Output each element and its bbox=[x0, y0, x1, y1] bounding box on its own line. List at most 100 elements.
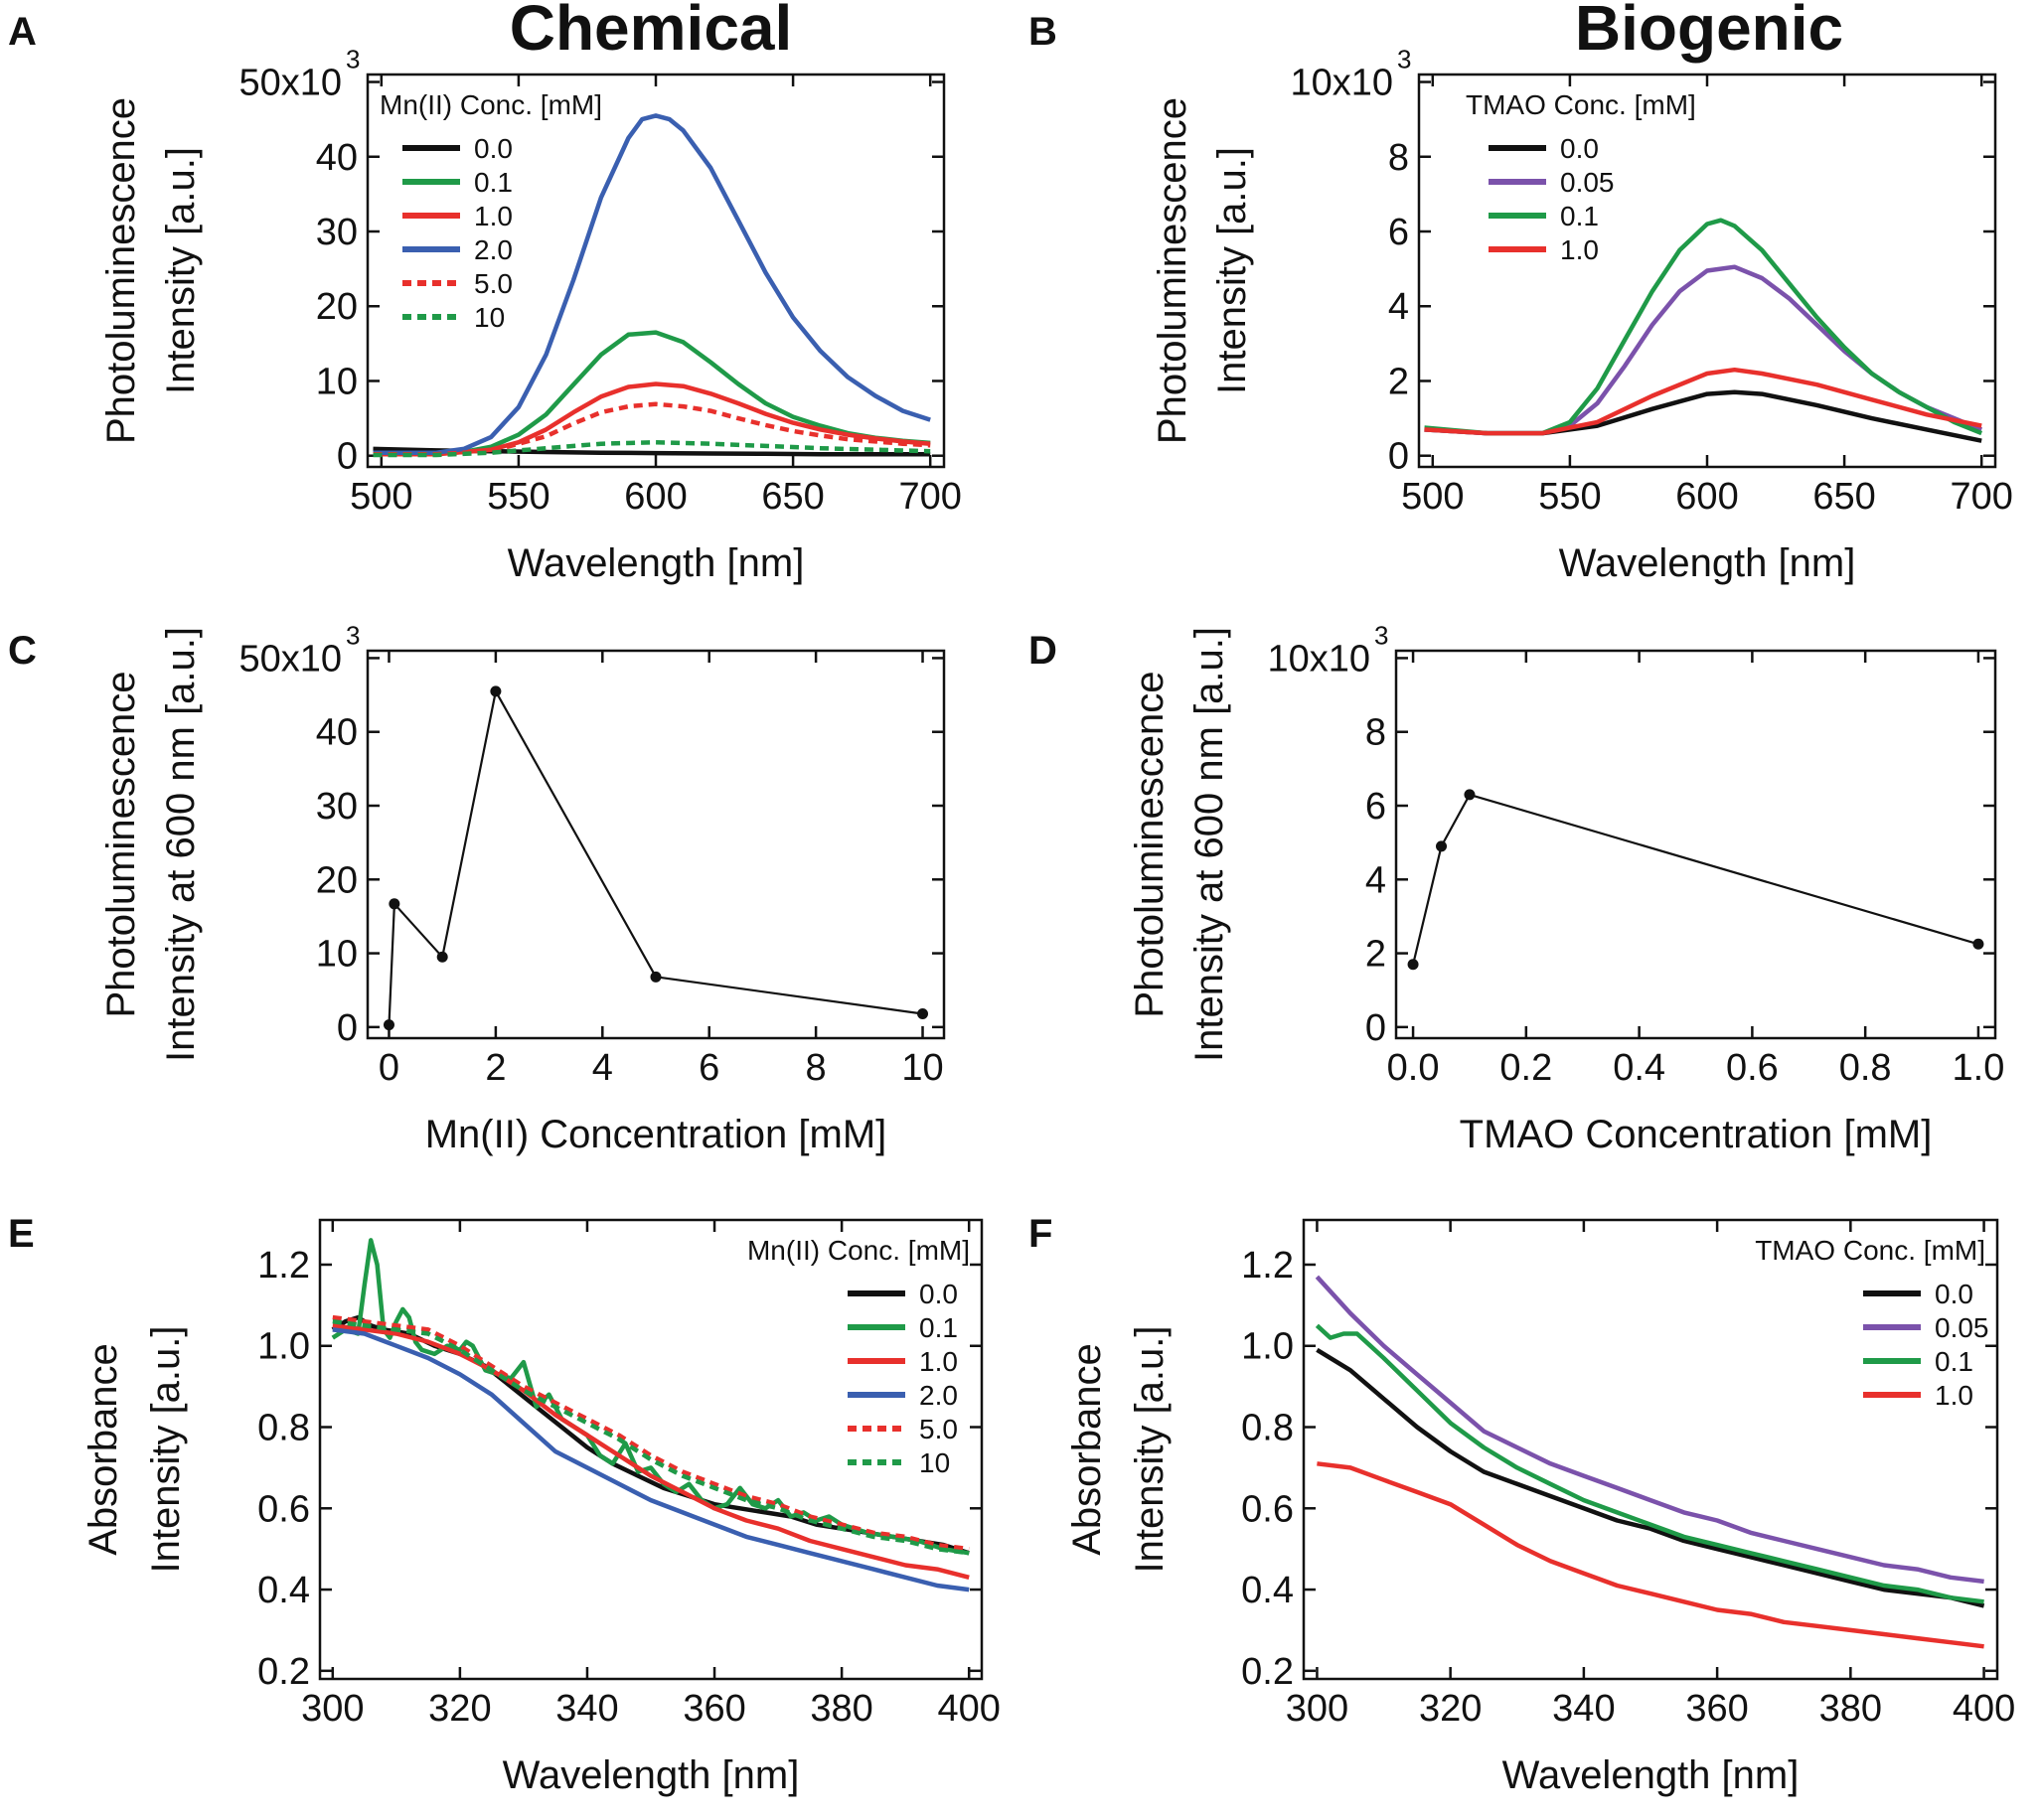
y-tick-label-b: 6 bbox=[1388, 212, 1409, 253]
legend-label-f-0-1: 0.1 bbox=[1935, 1346, 1973, 1377]
x-tick-label-c: 4 bbox=[592, 1047, 613, 1089]
legend-label-b-0-05: 0.05 bbox=[1560, 167, 1615, 198]
y-axis-label-e-line-2: Intensity [a.u.] bbox=[144, 1325, 188, 1573]
y-tick-label-b: 10x10 bbox=[1290, 63, 1393, 104]
y-tick-label-a: 30 bbox=[316, 212, 358, 253]
y-tick-label-e: 0.4 bbox=[257, 1570, 310, 1611]
y-tick-label-e: 1.0 bbox=[257, 1326, 310, 1368]
x-tick-label-f: 400 bbox=[1953, 1688, 2015, 1730]
y-tick-label-a: 0 bbox=[337, 436, 358, 478]
y-tick-label-f: 0.2 bbox=[1241, 1651, 1294, 1693]
x-tick-label-e: 320 bbox=[428, 1688, 491, 1730]
legend-label-e-0-0: 0.0 bbox=[919, 1279, 958, 1309]
x-tick-label-b: 500 bbox=[1401, 476, 1464, 518]
legend-title-b: TMAO Conc. [mM] bbox=[1466, 89, 1696, 120]
x-tick-label-a: 650 bbox=[761, 476, 824, 518]
series-line-a-2-0 bbox=[373, 113, 931, 455]
x-tick-label-b: 550 bbox=[1538, 476, 1601, 518]
x-tick-label-e: 360 bbox=[683, 1688, 745, 1730]
series-line-e-1-0 bbox=[332, 1323, 970, 1580]
y-tick-label-f: 0.8 bbox=[1241, 1408, 1294, 1449]
data-point-c bbox=[436, 951, 448, 963]
series-line-f-0-1 bbox=[1315, 1323, 1984, 1604]
y-tick-label-b: 8 bbox=[1388, 137, 1409, 179]
plot-area-b bbox=[1424, 218, 1983, 443]
x-tick-label-d: 0.8 bbox=[1839, 1047, 1892, 1089]
series-line-a-5-0 bbox=[373, 401, 931, 457]
x-tick-label-e: 380 bbox=[810, 1688, 872, 1730]
legend-label-b-0-0: 0.0 bbox=[1560, 133, 1599, 164]
legend-label-e-10: 10 bbox=[919, 1447, 950, 1478]
y-tick-label-c: 20 bbox=[316, 859, 358, 901]
plot-area-e bbox=[331, 1238, 970, 1592]
y-tick-label-e: 0.8 bbox=[257, 1408, 310, 1449]
data-point-c bbox=[650, 971, 662, 983]
y-axis-label-f-line-2: Intensity [a.u.] bbox=[1128, 1325, 1172, 1573]
plot-frame-e bbox=[318, 1218, 984, 1681]
y-axis-label-c-line-1: Photoluminescence bbox=[99, 671, 143, 1017]
y-tick-label-e: 0.2 bbox=[257, 1651, 310, 1693]
y-tick-label-a: 10 bbox=[316, 361, 358, 402]
y-tick-label-c: 50x10 bbox=[238, 638, 342, 680]
x-tick-label-c: 2 bbox=[485, 1047, 506, 1089]
plot-area-c bbox=[388, 689, 923, 1025]
x-axis-label-c: Mn(II) Concentration [mM] bbox=[425, 1113, 887, 1156]
x-tick-label-b: 600 bbox=[1675, 476, 1738, 518]
x-axis-label-a: Wavelength [nm] bbox=[508, 541, 805, 585]
legend-label-f-1-0: 1.0 bbox=[1935, 1380, 1973, 1411]
legend-label-e-1-0: 1.0 bbox=[919, 1346, 958, 1377]
x-tick-label-e: 400 bbox=[937, 1688, 1000, 1730]
panel-letter-c: C bbox=[8, 629, 37, 673]
series-line-e-10 bbox=[332, 1318, 970, 1556]
legend-label-f-0-0: 0.0 bbox=[1935, 1279, 1973, 1309]
x-axis-label-d: TMAO Concentration [mM] bbox=[1460, 1113, 1933, 1156]
y-axis-label-d-line-1: Photoluminescence bbox=[1128, 671, 1172, 1017]
y-tick-label-c: 30 bbox=[316, 786, 358, 828]
plot-area-f bbox=[1315, 1275, 1985, 1649]
x-tick-label-d: 1.0 bbox=[1953, 1047, 2005, 1089]
data-point-c bbox=[917, 1007, 929, 1019]
series-line-f-0-05 bbox=[1315, 1275, 1984, 1585]
y-multiplier-exponent-c: 3 bbox=[346, 620, 360, 650]
legend-label-e-5-0: 5.0 bbox=[919, 1414, 958, 1444]
y-axis-label-c-line-2: Intensity at 600 nm [a.u.] bbox=[159, 627, 203, 1062]
y-axis-label-a-line-1: Photoluminescence bbox=[99, 97, 143, 444]
x-tick-label-b: 650 bbox=[1812, 476, 1875, 518]
panel-letter-d: D bbox=[1028, 629, 1057, 673]
x-tick-label-e: 300 bbox=[301, 1688, 364, 1730]
panel-letter-f: F bbox=[1028, 1212, 1052, 1256]
y-tick-label-d: 6 bbox=[1365, 786, 1386, 828]
y-tick-label-b: 2 bbox=[1388, 361, 1409, 402]
x-tick-label-c: 6 bbox=[699, 1047, 719, 1089]
x-tick-label-f: 360 bbox=[1685, 1688, 1748, 1730]
series-line-e-2-0 bbox=[332, 1327, 970, 1592]
y-tick-label-b: 4 bbox=[1388, 286, 1409, 328]
plot-frame-d bbox=[1394, 649, 1997, 1040]
y-tick-label-a: 20 bbox=[316, 286, 358, 328]
x-tick-label-f: 300 bbox=[1286, 1688, 1348, 1730]
x-tick-label-c: 10 bbox=[901, 1047, 943, 1089]
legend-label-f-0-05: 0.05 bbox=[1935, 1312, 1989, 1343]
column-title-chemical: Chemical bbox=[510, 0, 793, 64]
x-tick-label-c: 0 bbox=[379, 1047, 399, 1089]
panel-e: E 300 320 340 360 380 400 0.2 0.4 0.6 0.8 1.0 1.2 Wav… bbox=[8, 1212, 1001, 1797]
x-tick-label-f: 320 bbox=[1419, 1688, 1482, 1730]
legend-label-a-10: 10 bbox=[474, 302, 505, 333]
panel-letter-a: A bbox=[8, 10, 37, 54]
plot-area-a bbox=[373, 113, 931, 458]
x-tick-label-f: 380 bbox=[1819, 1688, 1882, 1730]
series-line-e-5-0 bbox=[332, 1314, 970, 1552]
x-tick-label-a: 600 bbox=[624, 476, 687, 518]
legend-title-e: Mn(II) Conc. [mM] bbox=[747, 1235, 970, 1266]
y-multiplier-exponent-d: 3 bbox=[1374, 620, 1388, 650]
y-axis-label-b-line-1: Photoluminescence bbox=[1151, 97, 1194, 444]
data-point-c bbox=[389, 898, 400, 910]
data-point-d bbox=[1972, 938, 1984, 950]
y-tick-label-d: 4 bbox=[1365, 859, 1386, 901]
legend-label-b-1-0: 1.0 bbox=[1560, 234, 1599, 265]
data-point-c bbox=[490, 685, 502, 697]
